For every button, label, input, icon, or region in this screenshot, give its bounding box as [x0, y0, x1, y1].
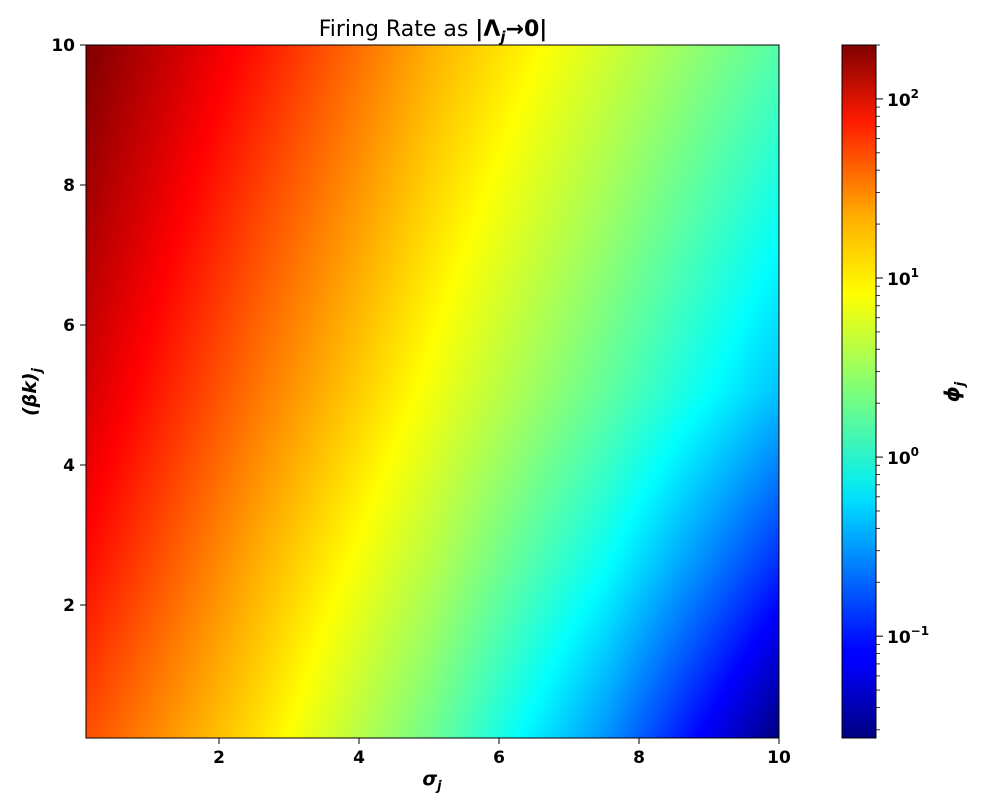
y-tick-label: 6: [63, 316, 75, 336]
colorbar: [842, 45, 876, 738]
colorbar-tick-label: 101: [887, 266, 919, 290]
colorbar-label: ϕj: [940, 381, 968, 402]
y-axis-label-base: (βk): [19, 372, 41, 416]
title-math-sub: j: [498, 28, 506, 46]
colorbar-tick-label: 100: [887, 445, 919, 469]
y-axis-label: (βk)j: [19, 367, 45, 416]
title-prefix: Firing Rate as: [319, 17, 476, 42]
x-axis-label-sub: j: [435, 779, 442, 794]
y-tick-label: 8: [63, 176, 75, 196]
x-tick-label: 8: [633, 748, 645, 768]
x-tick-label: 4: [353, 748, 365, 768]
plot-frame: [85, 44, 780, 739]
chart-title: Firing Rate as |Λj→0|: [319, 17, 548, 46]
colorbar-frame: [841, 44, 877, 739]
title-math-tail: →0|: [506, 17, 548, 42]
colorbar-label-sub: j: [953, 381, 968, 388]
y-tick-label: 10: [51, 36, 75, 56]
y-tick-label: 4: [63, 456, 75, 476]
heatmap-area: [86, 45, 779, 738]
x-axis: 2 4 6 8 10: [213, 738, 791, 768]
y-axis: 2 4 6 8 10: [51, 36, 86, 616]
heatmap-area-wrapper: [86, 45, 779, 738]
y-axis-label-sub: j: [30, 367, 45, 374]
title-math-lead: |Λ: [475, 17, 500, 42]
colorbar-axis: 10−1 100 101 102: [876, 44, 929, 731]
colorbar-label-base: ϕ: [940, 386, 964, 402]
x-tick-label: 2: [213, 748, 225, 768]
x-tick-label: 10: [767, 748, 791, 768]
x-axis-label: σj: [422, 768, 442, 794]
y-tick-label: 2: [63, 596, 75, 616]
colorbar-tick-label: 102: [887, 87, 919, 111]
colorbar-tick-label: 10−1: [887, 624, 929, 648]
x-axis-label-base: σ: [422, 768, 437, 790]
x-tick-label: 6: [493, 748, 505, 768]
